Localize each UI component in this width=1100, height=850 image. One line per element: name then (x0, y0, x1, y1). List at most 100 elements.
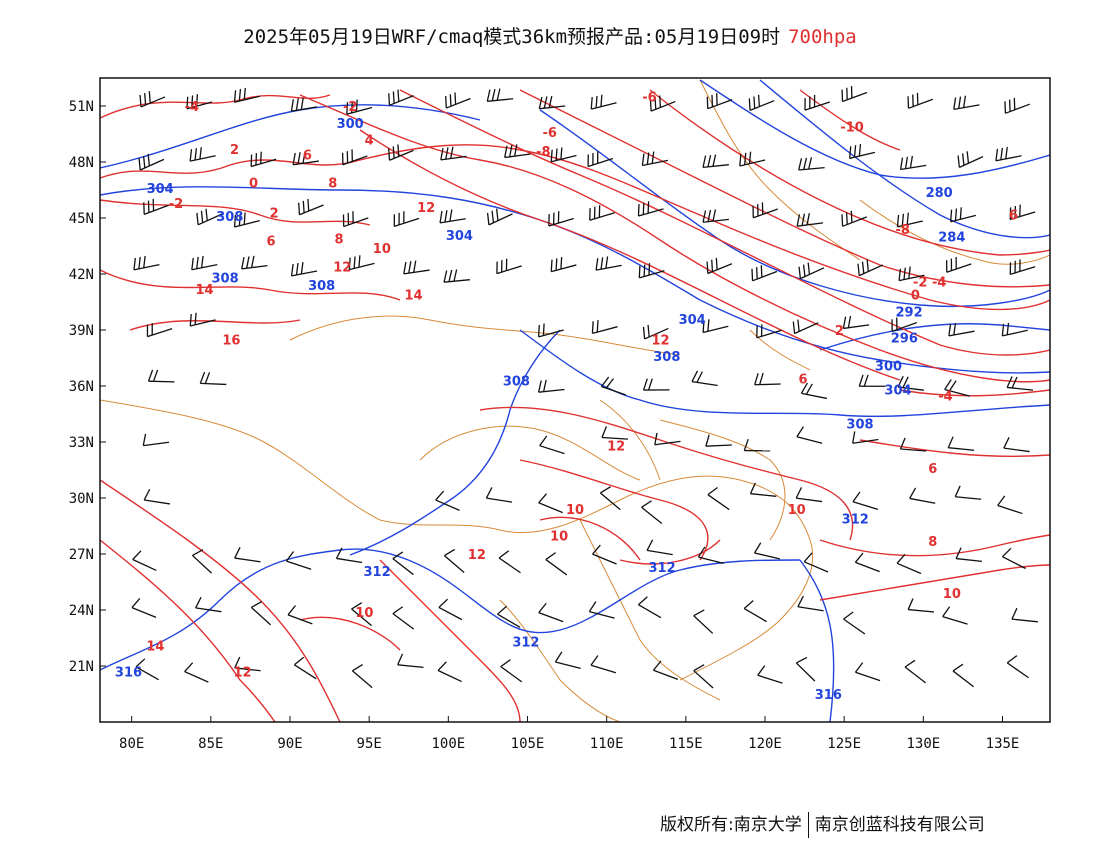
lat-label: 45N (69, 211, 94, 227)
wind-barb (743, 439, 771, 452)
wind-barb (293, 656, 317, 680)
wind-barb (896, 553, 922, 575)
wind-barb (944, 379, 970, 397)
wind-barb (957, 151, 984, 168)
wind-barb (642, 378, 670, 391)
temperature-contour-label: 6 (798, 373, 807, 388)
lon-label: 105E (511, 736, 545, 752)
geopotential-contour-label: 312 (512, 636, 539, 651)
wind-barb (443, 269, 470, 283)
lat-label: 30N (69, 491, 94, 507)
lon-label: 115E (669, 736, 703, 752)
wind-barb (898, 266, 925, 282)
wind-barb (392, 606, 415, 630)
temperature-contour-label: 8 (328, 177, 337, 192)
geopotential-contour-label: 300 (337, 117, 364, 132)
wind-barb (241, 255, 268, 270)
geopotential-contour-label: 316 (115, 666, 142, 681)
wind-barb (702, 154, 729, 168)
wind-barb (743, 600, 767, 623)
temperature-contour-label: 12 (233, 666, 251, 681)
wind-barb (948, 323, 975, 337)
wind-barb (233, 212, 260, 228)
wind-barb (538, 493, 563, 514)
wind-barb (891, 317, 917, 332)
lon-label: 95E (357, 736, 382, 752)
temperature-contour-label: 10 (373, 242, 391, 257)
title-main: 2025年05月19日WRF/cmaq模式36km预报产品:05月19日09时 (243, 26, 781, 48)
temperature-contour (799, 89, 901, 151)
lon-label: 85E (198, 736, 223, 752)
wind-barb (393, 211, 420, 227)
wind-barb (697, 546, 724, 564)
lon-label: 110E (590, 736, 624, 752)
longitude-axis: 80E 85E 90E 95E 100E 105E 110E 115E 120E 125E 130E… (119, 716, 1019, 752)
wind-barb (795, 487, 823, 503)
geopotential-contour-label: 312 (649, 561, 676, 576)
temperature-contour (100, 479, 341, 722)
geopotential-contour-label: 280 (926, 186, 953, 201)
wind-barb (652, 660, 679, 680)
wind-barb (739, 151, 766, 167)
wind-barb (641, 151, 669, 167)
wind-barb (751, 265, 778, 282)
lat-label: 39N (69, 323, 94, 339)
wind-barb (857, 259, 884, 277)
lat-label: 21N (69, 659, 94, 675)
border-line (289, 315, 681, 356)
wind-barb (250, 151, 277, 168)
wind-barb (591, 320, 618, 334)
temperature-contour-label: 6 (928, 462, 937, 477)
lat-label: 51N (69, 99, 94, 115)
lon-label: 80E (119, 736, 144, 752)
copyright-company: 南京创蓝科技有限公司 (814, 815, 985, 835)
wind-barb (641, 500, 663, 525)
wind-barb (498, 550, 521, 574)
temperature-contour-label: 14 (146, 639, 164, 654)
geopotential-contour-label: 304 (446, 229, 473, 244)
pressure-level: 700hpa (788, 26, 857, 48)
lat-label: 27N (69, 547, 94, 563)
temperature-contour (299, 616, 401, 651)
lat-label: 24N (69, 603, 94, 619)
wind-barb (1006, 655, 1029, 679)
wind-barb (950, 207, 977, 223)
copyright-separator (807, 812, 809, 838)
wind-barb (953, 95, 980, 110)
wind-barb (587, 151, 614, 168)
wind-barb (693, 664, 714, 689)
wind-barb (1006, 376, 1034, 391)
wind-barb (143, 489, 171, 505)
wind-barb (1004, 97, 1030, 114)
wind-barb (438, 598, 463, 621)
wind-barb (907, 92, 934, 109)
wind-barb (233, 87, 260, 103)
wind-barb (899, 437, 927, 452)
wind-barb (1009, 204, 1036, 221)
temperature-contour-label: 14 (195, 283, 213, 298)
geopotential-contour-label: 308 (653, 350, 680, 365)
wind-barb (550, 257, 577, 273)
wind-barb (796, 212, 824, 227)
temperature-contour-label: 4 (365, 134, 374, 149)
temperature-contour (649, 89, 1050, 256)
temperature-contour-label: -2 (343, 100, 357, 115)
wind-barb (897, 375, 924, 391)
geopotential-contour (799, 559, 835, 722)
temperature-contour (100, 144, 1050, 311)
wind-barb (440, 146, 467, 161)
wind-barb (142, 433, 170, 447)
temperature-contour-label: 2 (270, 206, 279, 221)
wind-barb (995, 146, 1022, 162)
border-line (659, 419, 786, 541)
wind-barb (195, 596, 222, 613)
temperature-contour (519, 459, 709, 561)
wind-barb (287, 605, 313, 625)
temperature-contour (859, 439, 1050, 457)
temperature-contour (100, 539, 276, 722)
temperature-contour (100, 269, 401, 301)
wind-barb (637, 596, 662, 619)
wind-barb (904, 659, 927, 684)
wind-barb (945, 257, 972, 273)
